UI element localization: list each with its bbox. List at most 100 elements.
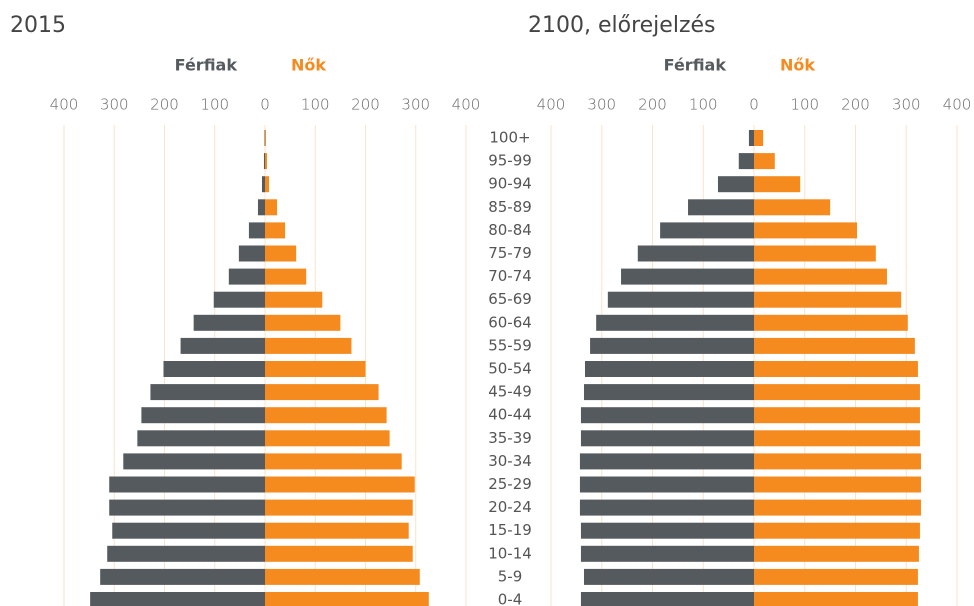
bar [265, 545, 413, 562]
category-label: 45-49 [488, 383, 532, 401]
bar [265, 153, 268, 170]
bar [265, 361, 366, 377]
bar [264, 130, 265, 146]
bar [754, 476, 921, 493]
bar [621, 268, 754, 285]
bar [748, 130, 754, 146]
bar [637, 245, 754, 262]
category-label: 55-59 [488, 336, 532, 354]
x-tick-label: 400 [943, 96, 972, 114]
bar [754, 176, 801, 193]
bar [123, 453, 265, 470]
bar [754, 361, 918, 377]
category-label: 10-14 [488, 544, 532, 562]
bar [265, 268, 307, 285]
bar [596, 314, 754, 331]
bar [265, 130, 267, 146]
bar [150, 384, 265, 401]
category-label: 5-9 [498, 567, 523, 585]
bar [265, 407, 387, 424]
bar [754, 592, 918, 606]
bar [754, 314, 908, 331]
bar [607, 291, 754, 308]
bar [580, 430, 754, 447]
bar [265, 384, 379, 401]
bar [257, 199, 265, 216]
bar [754, 499, 921, 516]
bar [754, 222, 858, 239]
category-label: 60-64 [488, 313, 532, 331]
bar [100, 568, 266, 585]
bar [754, 453, 921, 470]
bar [754, 545, 919, 562]
bar [109, 499, 265, 516]
x-tick-label: 400 [50, 96, 79, 114]
category-label: 15-19 [488, 521, 532, 539]
bar [90, 592, 265, 606]
bar [590, 337, 754, 354]
bar [180, 337, 265, 354]
bar [754, 153, 775, 170]
category-label: 65-69 [488, 290, 532, 308]
bar [265, 199, 278, 216]
bar [261, 176, 265, 193]
legend-label: Férfiak [175, 56, 238, 75]
bar [265, 499, 413, 516]
bar [580, 522, 754, 539]
bar [265, 245, 297, 262]
x-tick-label: 0 [260, 96, 270, 114]
bar [754, 568, 918, 585]
category-label: 50-54 [488, 360, 532, 378]
x-tick-label: 200 [638, 96, 667, 114]
category-label: 85-89 [488, 198, 532, 216]
bar [265, 337, 352, 354]
bar [112, 522, 266, 539]
x-tick-label: 400 [537, 96, 566, 114]
legend-label: Nők [780, 56, 815, 75]
bar [717, 176, 754, 193]
bar [213, 291, 265, 308]
category-label: 95-99 [488, 152, 532, 170]
bar [754, 268, 887, 285]
bar [265, 592, 429, 606]
bar [263, 153, 265, 170]
bar [754, 522, 920, 539]
x-tick-label: 0 [749, 96, 759, 114]
category-label: 35-39 [488, 429, 532, 447]
bar [265, 476, 415, 493]
category-label: 20-24 [488, 498, 532, 516]
bar [754, 407, 920, 424]
bar [137, 430, 265, 447]
bar [579, 476, 754, 493]
bar [754, 245, 876, 262]
bar [660, 222, 754, 239]
bar [107, 545, 265, 562]
category-label: 30-34 [488, 452, 532, 470]
x-tick-label: 200 [150, 96, 179, 114]
legend-label: Férfiak [664, 56, 727, 75]
bar [248, 222, 265, 239]
category-label: 80-84 [488, 221, 532, 239]
bar [580, 592, 754, 606]
bar [579, 499, 754, 516]
bar [754, 130, 764, 146]
category-label: 0-4 [498, 591, 523, 606]
bar [580, 545, 754, 562]
bar [580, 407, 754, 424]
x-tick-label: 100 [689, 96, 718, 114]
bar [754, 384, 920, 401]
chart-title: 2015 [10, 13, 66, 38]
bar [754, 199, 831, 216]
bar [754, 291, 902, 308]
category-label: 90-94 [488, 175, 532, 193]
x-tick-label: 300 [587, 96, 616, 114]
category-label: 25-29 [488, 475, 532, 493]
bar [265, 176, 270, 193]
x-tick-label: 400 [452, 96, 481, 114]
bar [583, 384, 754, 401]
category-label: 40-44 [488, 406, 532, 424]
bar [265, 430, 390, 447]
category-label: 70-74 [488, 267, 532, 285]
bar [265, 568, 420, 585]
